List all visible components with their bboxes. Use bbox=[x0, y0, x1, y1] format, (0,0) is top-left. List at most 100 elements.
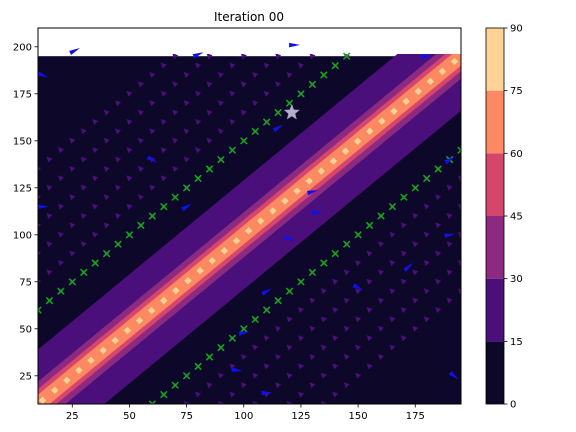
ripple-mark bbox=[377, 241, 384, 248]
ripple-mark bbox=[458, 203, 461, 210]
ripple-mark bbox=[160, 119, 167, 125]
ripple-mark bbox=[195, 90, 202, 97]
ripple-mark bbox=[24, 204, 30, 210]
sample-point bbox=[194, 362, 202, 371]
sample-point bbox=[274, 108, 282, 117]
ripple-mark bbox=[286, 316, 293, 323]
sample-point bbox=[160, 390, 168, 399]
ripple-mark bbox=[126, 203, 133, 210]
ripple-mark bbox=[377, 297, 384, 304]
ripple-mark bbox=[69, 166, 76, 172]
x-tick-label: 125 bbox=[291, 411, 310, 422]
ripple-mark bbox=[377, 269, 384, 276]
ripple-mark bbox=[389, 231, 396, 238]
sample-point bbox=[182, 184, 191, 192]
ripple-mark bbox=[355, 316, 362, 323]
ripple-mark bbox=[252, 344, 259, 351]
y-tick-label: 100 bbox=[13, 230, 32, 241]
ripple-mark bbox=[423, 231, 430, 238]
ripple-mark bbox=[172, 81, 179, 88]
ripple-mark bbox=[275, 54, 282, 60]
ripple-mark bbox=[183, 72, 190, 78]
ripple-mark bbox=[435, 222, 442, 229]
gradient-arrow bbox=[231, 367, 243, 372]
colorbar-tick-label: 30 bbox=[510, 274, 523, 285]
ripple-mark bbox=[126, 90, 133, 97]
ripple-mark bbox=[320, 288, 327, 295]
ripple-mark bbox=[423, 260, 430, 266]
ripple-mark bbox=[80, 241, 87, 248]
sample-point bbox=[400, 193, 408, 201]
ripple-mark bbox=[469, 166, 475, 172]
ripple-mark bbox=[446, 184, 453, 191]
ripple-mark bbox=[206, 137, 213, 144]
sample-point bbox=[91, 259, 99, 267]
ripple-mark bbox=[355, 288, 362, 295]
ripple-mark bbox=[172, 109, 179, 116]
ripple-mark bbox=[126, 147, 133, 154]
best-point-layer bbox=[283, 103, 301, 120]
ripple-mark bbox=[469, 279, 475, 285]
gradient-arrow bbox=[289, 42, 301, 48]
ripple-mark bbox=[57, 147, 64, 154]
contour-peak bbox=[390, 107, 398, 115]
contour-peak bbox=[160, 296, 168, 305]
ripple-mark bbox=[229, 363, 236, 370]
sample-point bbox=[365, 221, 374, 230]
ripple-mark bbox=[115, 156, 122, 163]
ripple-mark bbox=[332, 363, 339, 370]
ripple-mark bbox=[309, 354, 316, 360]
ripple-mark bbox=[240, 81, 247, 88]
ripple-mark bbox=[195, 119, 202, 125]
ripple-mark bbox=[24, 260, 30, 266]
ripple-mark bbox=[412, 241, 419, 248]
colorbar-tick-label: 90 bbox=[510, 24, 523, 35]
ripple-mark bbox=[38, 279, 41, 284]
sample-point bbox=[342, 240, 351, 248]
ripple-mark bbox=[149, 72, 156, 78]
best-point-star bbox=[283, 103, 301, 120]
ripple-mark bbox=[366, 278, 373, 285]
gradient-arrow bbox=[421, 54, 433, 59]
colorbar-band bbox=[486, 216, 504, 279]
ripple-mark bbox=[400, 222, 407, 229]
ripple-mark bbox=[275, 354, 282, 360]
ripple-mark bbox=[366, 250, 373, 257]
contour-peak bbox=[196, 267, 204, 275]
ripple-mark bbox=[469, 138, 475, 144]
sample-point bbox=[160, 202, 168, 211]
ripple-mark bbox=[160, 147, 167, 154]
sample-point bbox=[205, 353, 214, 361]
gradient-arrow bbox=[69, 48, 81, 55]
contour-peak bbox=[87, 356, 95, 365]
ripple-mark bbox=[400, 335, 407, 342]
contour-peak bbox=[366, 127, 374, 135]
gradient-arrow bbox=[311, 210, 323, 215]
ripple-mark bbox=[38, 223, 41, 228]
ripple-mark bbox=[195, 147, 202, 154]
ripple-mark bbox=[137, 137, 144, 144]
ripple-mark bbox=[160, 62, 167, 69]
sample-point bbox=[354, 231, 362, 239]
ripple-mark bbox=[38, 195, 41, 200]
ripple-mark bbox=[57, 231, 64, 238]
ripple-mark bbox=[435, 250, 442, 257]
gradient-arrow bbox=[272, 124, 284, 133]
ripple-mark bbox=[183, 100, 190, 107]
gradient-arrow bbox=[283, 234, 296, 241]
plot-frame bbox=[37, 27, 462, 405]
sample-point bbox=[262, 306, 271, 314]
ripple-mark bbox=[423, 203, 430, 210]
ripple-mark bbox=[263, 90, 270, 97]
sample-point bbox=[240, 325, 248, 333]
sample-point bbox=[79, 268, 88, 277]
ripple-mark bbox=[183, 128, 190, 135]
y-tick-label: 150 bbox=[13, 136, 32, 147]
ripple-mark bbox=[377, 325, 384, 332]
ripple-mark bbox=[252, 100, 259, 107]
contour-peak bbox=[99, 346, 107, 355]
ripple-mark bbox=[126, 175, 133, 182]
ripple-mark bbox=[115, 100, 122, 107]
contour-peak bbox=[257, 217, 265, 225]
